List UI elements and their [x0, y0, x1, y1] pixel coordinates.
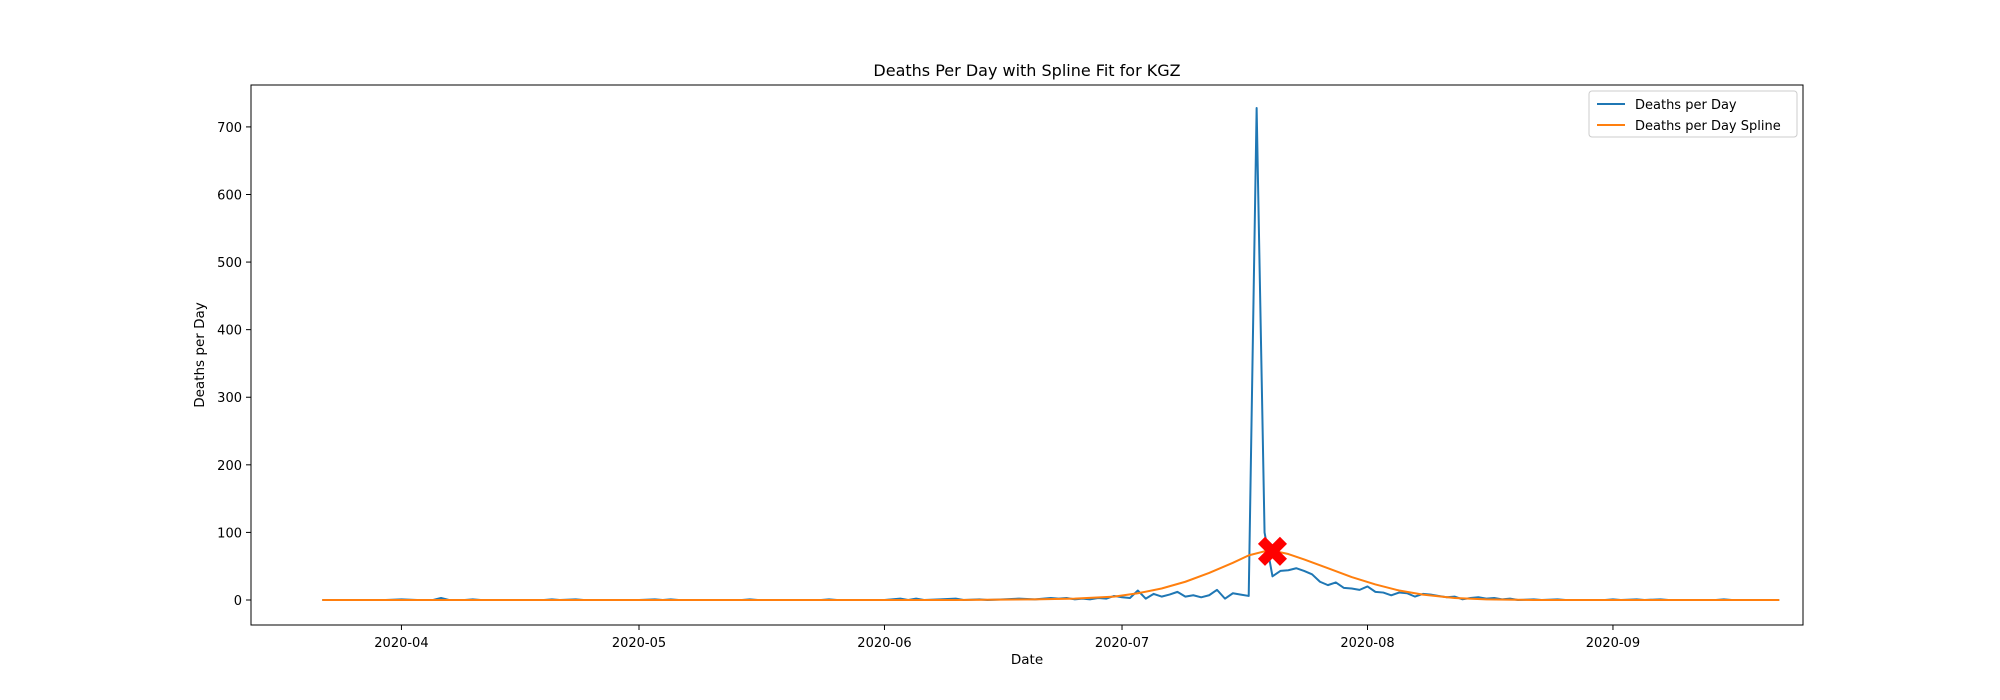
chart-title: Deaths Per Day with Spline Fit for KGZ — [873, 61, 1180, 80]
plot-area — [322, 106, 1780, 601]
x-axis-label: Date — [1011, 652, 1043, 668]
legend-box — [1588, 90, 1798, 138]
y-axis: 0 100 200 300 400 500 600 700 — [217, 121, 251, 609]
y-axis-label: Deaths per Day — [192, 302, 208, 408]
legend: Deaths per Day Deaths per Day Spline — [1588, 90, 1798, 138]
series-line-2 — [322, 549, 1780, 601]
x-tick-label: 2020-05 — [612, 636, 666, 651]
peak-marker — [1257, 536, 1288, 566]
y-tick-label: 600 — [217, 188, 242, 203]
series-line-1 — [322, 106, 1780, 601]
x-tick-label: 2020-09 — [1586, 636, 1640, 651]
x-tick-label: 2020-06 — [857, 636, 911, 651]
y-tick-label: 300 — [217, 391, 242, 406]
y-tick-label: 500 — [217, 256, 242, 271]
plot-frame — [250, 84, 1804, 626]
x-tick-label: 2020-07 — [1095, 636, 1149, 651]
y-tick-label: 700 — [217, 121, 242, 136]
legend-label: Deaths per Day — [1635, 98, 1737, 113]
legend-label: Deaths per Day Spline — [1635, 119, 1781, 134]
x-tick-label: 2020-04 — [374, 636, 428, 651]
y-tick-label: 400 — [217, 324, 242, 339]
y-tick-label: 200 — [217, 459, 242, 474]
y-tick-label: 0 — [234, 594, 242, 609]
x-tick-label: 2020-08 — [1340, 636, 1394, 651]
y-tick-label: 100 — [217, 526, 242, 541]
x-axis: 2020-04 2020-05 2020-06 2020-07 2020-08 2020-… — [374, 625, 1640, 651]
